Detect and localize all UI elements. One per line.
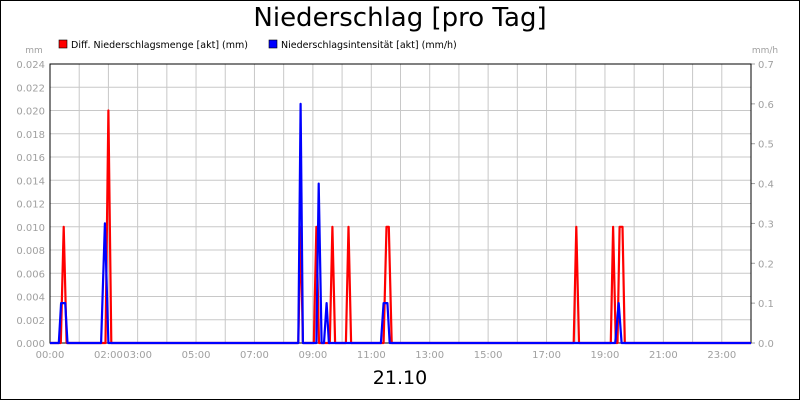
y-right-tick-label: 0.3 bbox=[758, 219, 774, 230]
x-tick-label: 03:00 bbox=[123, 350, 152, 361]
y-right-tick-label: 0.1 bbox=[758, 299, 774, 310]
y-right-tick-label: 0.6 bbox=[758, 100, 774, 111]
grid-layer bbox=[49, 63, 755, 344]
y-left-tick-label: 0.000 bbox=[16, 339, 45, 350]
x-tick-label: 11:00 bbox=[357, 350, 386, 361]
x-tick-label: 00:00 bbox=[36, 350, 65, 361]
chart-title: Niederschlag [pro Tag] bbox=[253, 3, 547, 33]
legend-swatch-2 bbox=[268, 39, 278, 49]
x-tick-label: 21:00 bbox=[649, 350, 678, 361]
y-left-tick-label: 0.006 bbox=[16, 269, 45, 280]
x-tick-label: 09:00 bbox=[298, 350, 327, 361]
y-left-tick-label: 0.012 bbox=[16, 200, 45, 211]
y-right-tick-label: 0.4 bbox=[758, 180, 774, 191]
axis-layer: 0.000 0.002 0.004 0.006 0.008 0.010 0.012 0.014… bbox=[16, 46, 778, 361]
x-tick-label: 19:00 bbox=[591, 350, 620, 361]
y-right-tick-label: 0.2 bbox=[758, 259, 774, 270]
y-left-tick-label: 0.018 bbox=[16, 130, 45, 141]
series-layer bbox=[50, 102, 751, 345]
legend-swatch-1 bbox=[58, 39, 68, 49]
y-left-tick-label: 0.008 bbox=[16, 246, 45, 257]
y-left-tick-label: 0.010 bbox=[16, 223, 45, 234]
series-line-1 bbox=[50, 109, 751, 345]
x-tick-label: 23:00 bbox=[707, 350, 736, 361]
y-left-tick-label: 0.004 bbox=[16, 293, 45, 304]
y-left-unit: mm bbox=[25, 46, 43, 56]
x-tick-label: 07:00 bbox=[240, 350, 269, 361]
y-left-tick-label: 0.020 bbox=[16, 107, 45, 118]
y-right-tick-label: 0.5 bbox=[758, 140, 774, 151]
series-line-2 bbox=[50, 102, 751, 345]
x-tick-label: 13:00 bbox=[415, 350, 444, 361]
legend-label-1: Diff. Niederschlagsmenge [akt] (mm) bbox=[71, 40, 248, 51]
x-tick-label: 15:00 bbox=[474, 350, 503, 361]
y-left-tick-label: 0.014 bbox=[16, 176, 45, 187]
legend-label-2: Niederschlagsintensität [akt] (mm/h) bbox=[281, 40, 457, 51]
y-left-tick-label: 0.022 bbox=[16, 83, 45, 94]
y-right-tick-label: 0.7 bbox=[758, 60, 774, 71]
y-left-tick-label: 0.024 bbox=[16, 60, 45, 71]
y-right-tick-label: 0.0 bbox=[758, 339, 774, 350]
legend: Diff. Niederschlagsmenge [akt] (mm) Niede… bbox=[58, 39, 457, 51]
x-tick-label: 02:00 bbox=[94, 350, 123, 361]
x-tick-label: 17:00 bbox=[532, 350, 561, 361]
y-right-unit: mm/h bbox=[752, 46, 778, 56]
y-left-tick-label: 0.016 bbox=[16, 153, 45, 164]
y-left-tick-label: 0.002 bbox=[16, 316, 45, 327]
x-tick-label: 05:00 bbox=[182, 350, 211, 361]
x-axis-date-label: 21.10 bbox=[372, 367, 428, 389]
